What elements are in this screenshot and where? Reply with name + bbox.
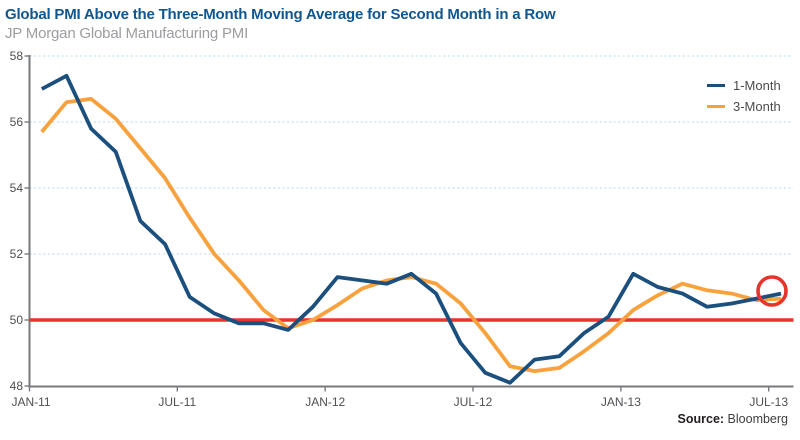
y-tick-label: 58 — [10, 49, 24, 63]
y-tick-label: 56 — [10, 115, 24, 129]
y-axis-labels: 48 50 52 54 56 58 — [10, 49, 24, 393]
y-axis-ticks — [24, 55, 30, 387]
x-axis-labels: JAN-11 JUL-11 JAN-12 JUL-12 JAN-13 JUL-1… — [11, 395, 788, 409]
source-value: Bloomberg — [727, 412, 788, 426]
three-month-swatch-icon — [707, 104, 725, 109]
three-month-line — [40, 97, 782, 374]
legend-item-1-month: 1-Month — [707, 75, 797, 96]
source-label: Source: — [677, 412, 725, 426]
legend-label: 1-Month — [733, 78, 781, 93]
legend-label: 3-Month — [733, 99, 781, 114]
chart-subtitle: JP Morgan Global Manufacturing PMI — [5, 25, 249, 42]
x-tick-label: JAN-12 — [305, 395, 345, 409]
one-month-line — [40, 73, 782, 385]
x-tick-label: JUL-12 — [454, 395, 493, 409]
y-tick-label: 52 — [10, 247, 24, 261]
y-tick-label: 54 — [10, 181, 24, 195]
x-tick-label: JAN-11 — [11, 395, 50, 409]
x-tick-label: JUL-11 — [158, 395, 196, 409]
x-tick-label: JUL-13 — [749, 395, 788, 409]
y-tick-label: 48 — [10, 379, 24, 393]
highlight-circle — [756, 275, 788, 307]
chart-title: Global PMI Above the Three-Month Moving … — [5, 6, 556, 23]
one-month-swatch-icon — [707, 83, 725, 88]
x-tick-label: JAN-13 — [601, 395, 641, 409]
legend-item-3-month: 3-Month — [707, 96, 797, 117]
gridlines — [29, 55, 794, 255]
x-axis-ticks — [28, 386, 770, 392]
chart-legend: 1-Month 3-Month — [707, 75, 797, 117]
y-tick-label: 50 — [10, 313, 24, 327]
source-attribution: Source: Bloomberg — [678, 412, 788, 426]
